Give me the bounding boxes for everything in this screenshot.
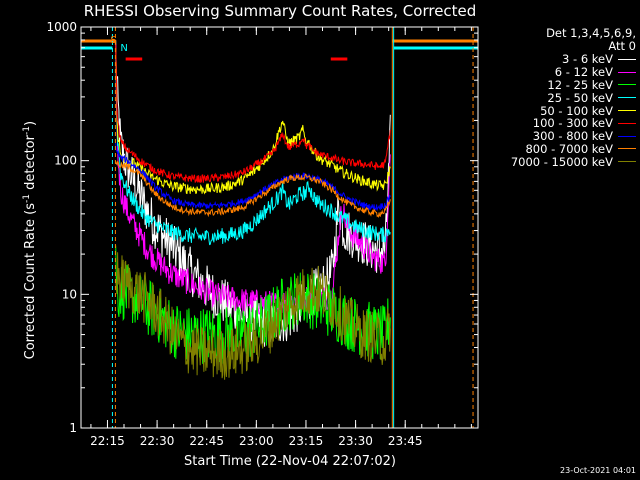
legend-item: 3 - 6 keV: [470, 52, 636, 67]
legend-label: 100 - 300 keV: [532, 116, 613, 131]
legend-label: 12 - 25 keV: [547, 78, 613, 92]
x-tick-label: 23:30: [338, 434, 373, 448]
legend-item: 800 - 7000 keV: [470, 141, 636, 156]
legend-swatch: [618, 58, 636, 60]
footer-date: 23-Oct-2021 04:01: [560, 466, 636, 475]
flag-label-n: N: [120, 43, 127, 54]
x-tick-label: 22:15: [90, 434, 125, 448]
x-tick-label: 23:00: [239, 434, 274, 448]
legend-swatch: [618, 71, 636, 73]
legend-label: 300 - 800 keV: [532, 129, 613, 144]
legend-header-line1: Det 1,3,4,5,6,9,: [546, 26, 636, 40]
y-tick-label: 100: [54, 154, 77, 168]
legend-header-line2: Att 0: [608, 39, 636, 53]
legend-swatch: [618, 135, 636, 137]
y-axis-label: Corrected Count Rate (s-1 detector-1): [21, 120, 39, 360]
legend-swatch: [618, 110, 636, 112]
chart-title: RHESSI Observing Summary Count Rates, Co…: [83, 2, 477, 20]
series-line-3: [115, 57, 391, 246]
y-tick-label: 1: [69, 421, 77, 435]
series-line-4: [115, 47, 391, 195]
legend-label: 25 - 50 keV: [547, 90, 613, 105]
legend-label: 6 - 12 keV: [554, 65, 613, 80]
legend-item: 300 - 800 keV: [470, 129, 636, 144]
series-line-7: [115, 160, 391, 219]
legend-swatch: [618, 148, 636, 150]
legend-swatch: [618, 161, 636, 163]
series-layer: [115, 40, 391, 380]
x-tick-label: 22:30: [140, 434, 175, 448]
x-tick-label: 23:15: [289, 434, 324, 448]
series-line-6: [115, 142, 391, 212]
legend-label: 3 - 6 keV: [562, 52, 613, 67]
series-line-5: [115, 44, 391, 184]
flag-bars: [81, 39, 478, 61]
x-axis-label: Start Time (22-Nov-04 22:07:02): [184, 454, 396, 469]
legend-item: 100 - 300 keV: [470, 116, 636, 131]
legend-label: 50 - 100 keV: [540, 103, 613, 118]
legend-item: 50 - 100 keV: [470, 103, 636, 118]
x-tick-label: 23:45: [388, 434, 423, 448]
flag-label-s: S: [110, 35, 116, 46]
y-axis-ticks: 1 10 100 1000: [46, 20, 478, 435]
legend: Det 1,3,4,5,6,9, Att 0 3 - 6 keV 6 - 12 k…: [470, 26, 636, 169]
boundary-lines: [111, 27, 474, 428]
plot-frame: [80, 26, 479, 429]
x-tick-label: 22:45: [189, 434, 224, 448]
flag-labels: SN: [110, 35, 128, 54]
legend-item: 6 - 12 keV: [470, 65, 636, 80]
legend-label: 7000 - 15000 keV: [510, 154, 613, 169]
legend-swatch: [618, 97, 636, 99]
legend-item: 7000 - 15000 keV: [470, 154, 636, 169]
legend-item: 12 - 25 keV: [470, 78, 636, 92]
legend-label: 800 - 7000 keV: [525, 141, 613, 156]
y-tick-label: 1000: [46, 20, 77, 34]
y-tick-label: 10: [62, 287, 77, 301]
legend-item: 25 - 50 keV: [470, 90, 636, 105]
legend-swatch: [618, 122, 636, 124]
series-line-8: [115, 252, 391, 380]
x-axis-ticks: 22:15 22:30 22:45 23:00 23:15 23:30 23:45: [90, 27, 472, 448]
legend-swatch: [618, 84, 636, 86]
